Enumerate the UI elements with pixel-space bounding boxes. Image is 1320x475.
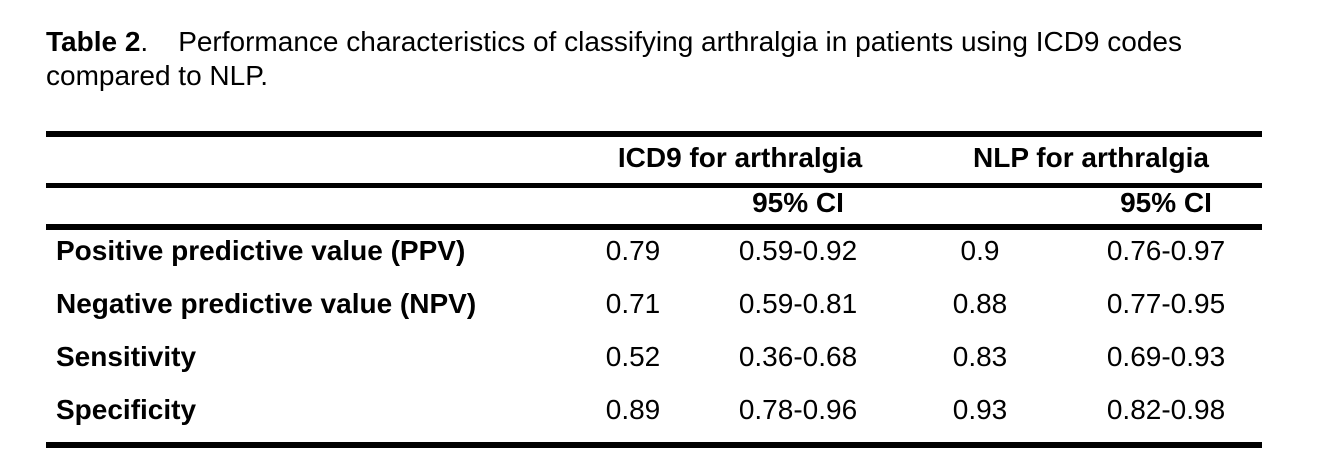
caption-text-line2: compared to NLP.: [46, 60, 269, 91]
icd9-ci-cell: 0.59-0.81: [738, 288, 858, 319]
table-caption: Table 2. Performance characteristics of c…: [46, 25, 1296, 93]
row-label: Positive predictive value (PPV): [56, 235, 466, 266]
column-group-header-icd9: ICD9 for arthralgia: [560, 134, 890, 188]
table-row: Sensitivity 0.52 0.36-0.68 0.83 0.69-0.9…: [46, 336, 1262, 389]
icd9-ci-cell: 0.36-0.68: [738, 341, 858, 372]
results-table: ICD9 for arthralgia NLP for arthralgia 9…: [46, 131, 1263, 448]
icd9-value-cell: 0.89: [605, 394, 661, 425]
icd9-ci-cell: 0.59-0.92: [738, 235, 858, 266]
nlp-value-cell: 0.93: [952, 394, 1008, 425]
table-row: Specificity 0.89 0.78-0.96 0.93 0.82-0.9…: [46, 389, 1262, 445]
nlp-ci-cell: 0.77-0.95: [1106, 288, 1226, 319]
nlp-value-cell: 0.83: [952, 341, 1008, 372]
nlp-ci-cell: 0.82-0.98: [1106, 394, 1226, 425]
nlp-value-cell: 0.9: [960, 235, 1000, 266]
caption-label: Table 2: [46, 26, 141, 57]
caption-separator: .: [140, 26, 149, 57]
empty-stub-cell: [46, 185, 560, 230]
nlp-ci-cell: 0.69-0.93: [1106, 341, 1226, 372]
icd9-value-cell: 0.71: [605, 288, 661, 319]
row-label: Specificity: [56, 394, 197, 425]
column-group-header-row: ICD9 for arthralgia NLP for arthralgia: [46, 134, 1263, 188]
icd9-ci-cell: 0.78-0.96: [738, 394, 858, 425]
row-label: Negative predictive value (NPV): [56, 288, 477, 319]
table-row: Positive predictive value (PPV) 0.79 0.5…: [46, 227, 1262, 283]
empty-stub-cell: [46, 134, 560, 188]
caption-gap: [148, 50, 178, 51]
row-label: Sensitivity: [56, 341, 197, 372]
column-group-header-nlp: NLP for arthralgia: [890, 134, 1263, 188]
ci-subheader-nlp: 95% CI: [1070, 185, 1263, 230]
nlp-ci-cell: 0.76-0.97: [1106, 235, 1226, 266]
subheader-row: 95% CI 95% CI: [46, 185, 1263, 230]
empty-cell: [560, 185, 706, 230]
table-row: Negative predictive value (NPV) 0.71 0.5…: [46, 283, 1262, 336]
icd9-value-cell: 0.79: [605, 235, 661, 266]
nlp-value-cell: 0.88: [952, 288, 1008, 319]
caption-text-line1: Performance characteristics of classifyi…: [178, 26, 1182, 57]
ci-subheader-icd9: 95% CI: [706, 185, 890, 230]
icd9-value-cell: 0.52: [605, 341, 661, 372]
empty-cell: [890, 185, 1070, 230]
